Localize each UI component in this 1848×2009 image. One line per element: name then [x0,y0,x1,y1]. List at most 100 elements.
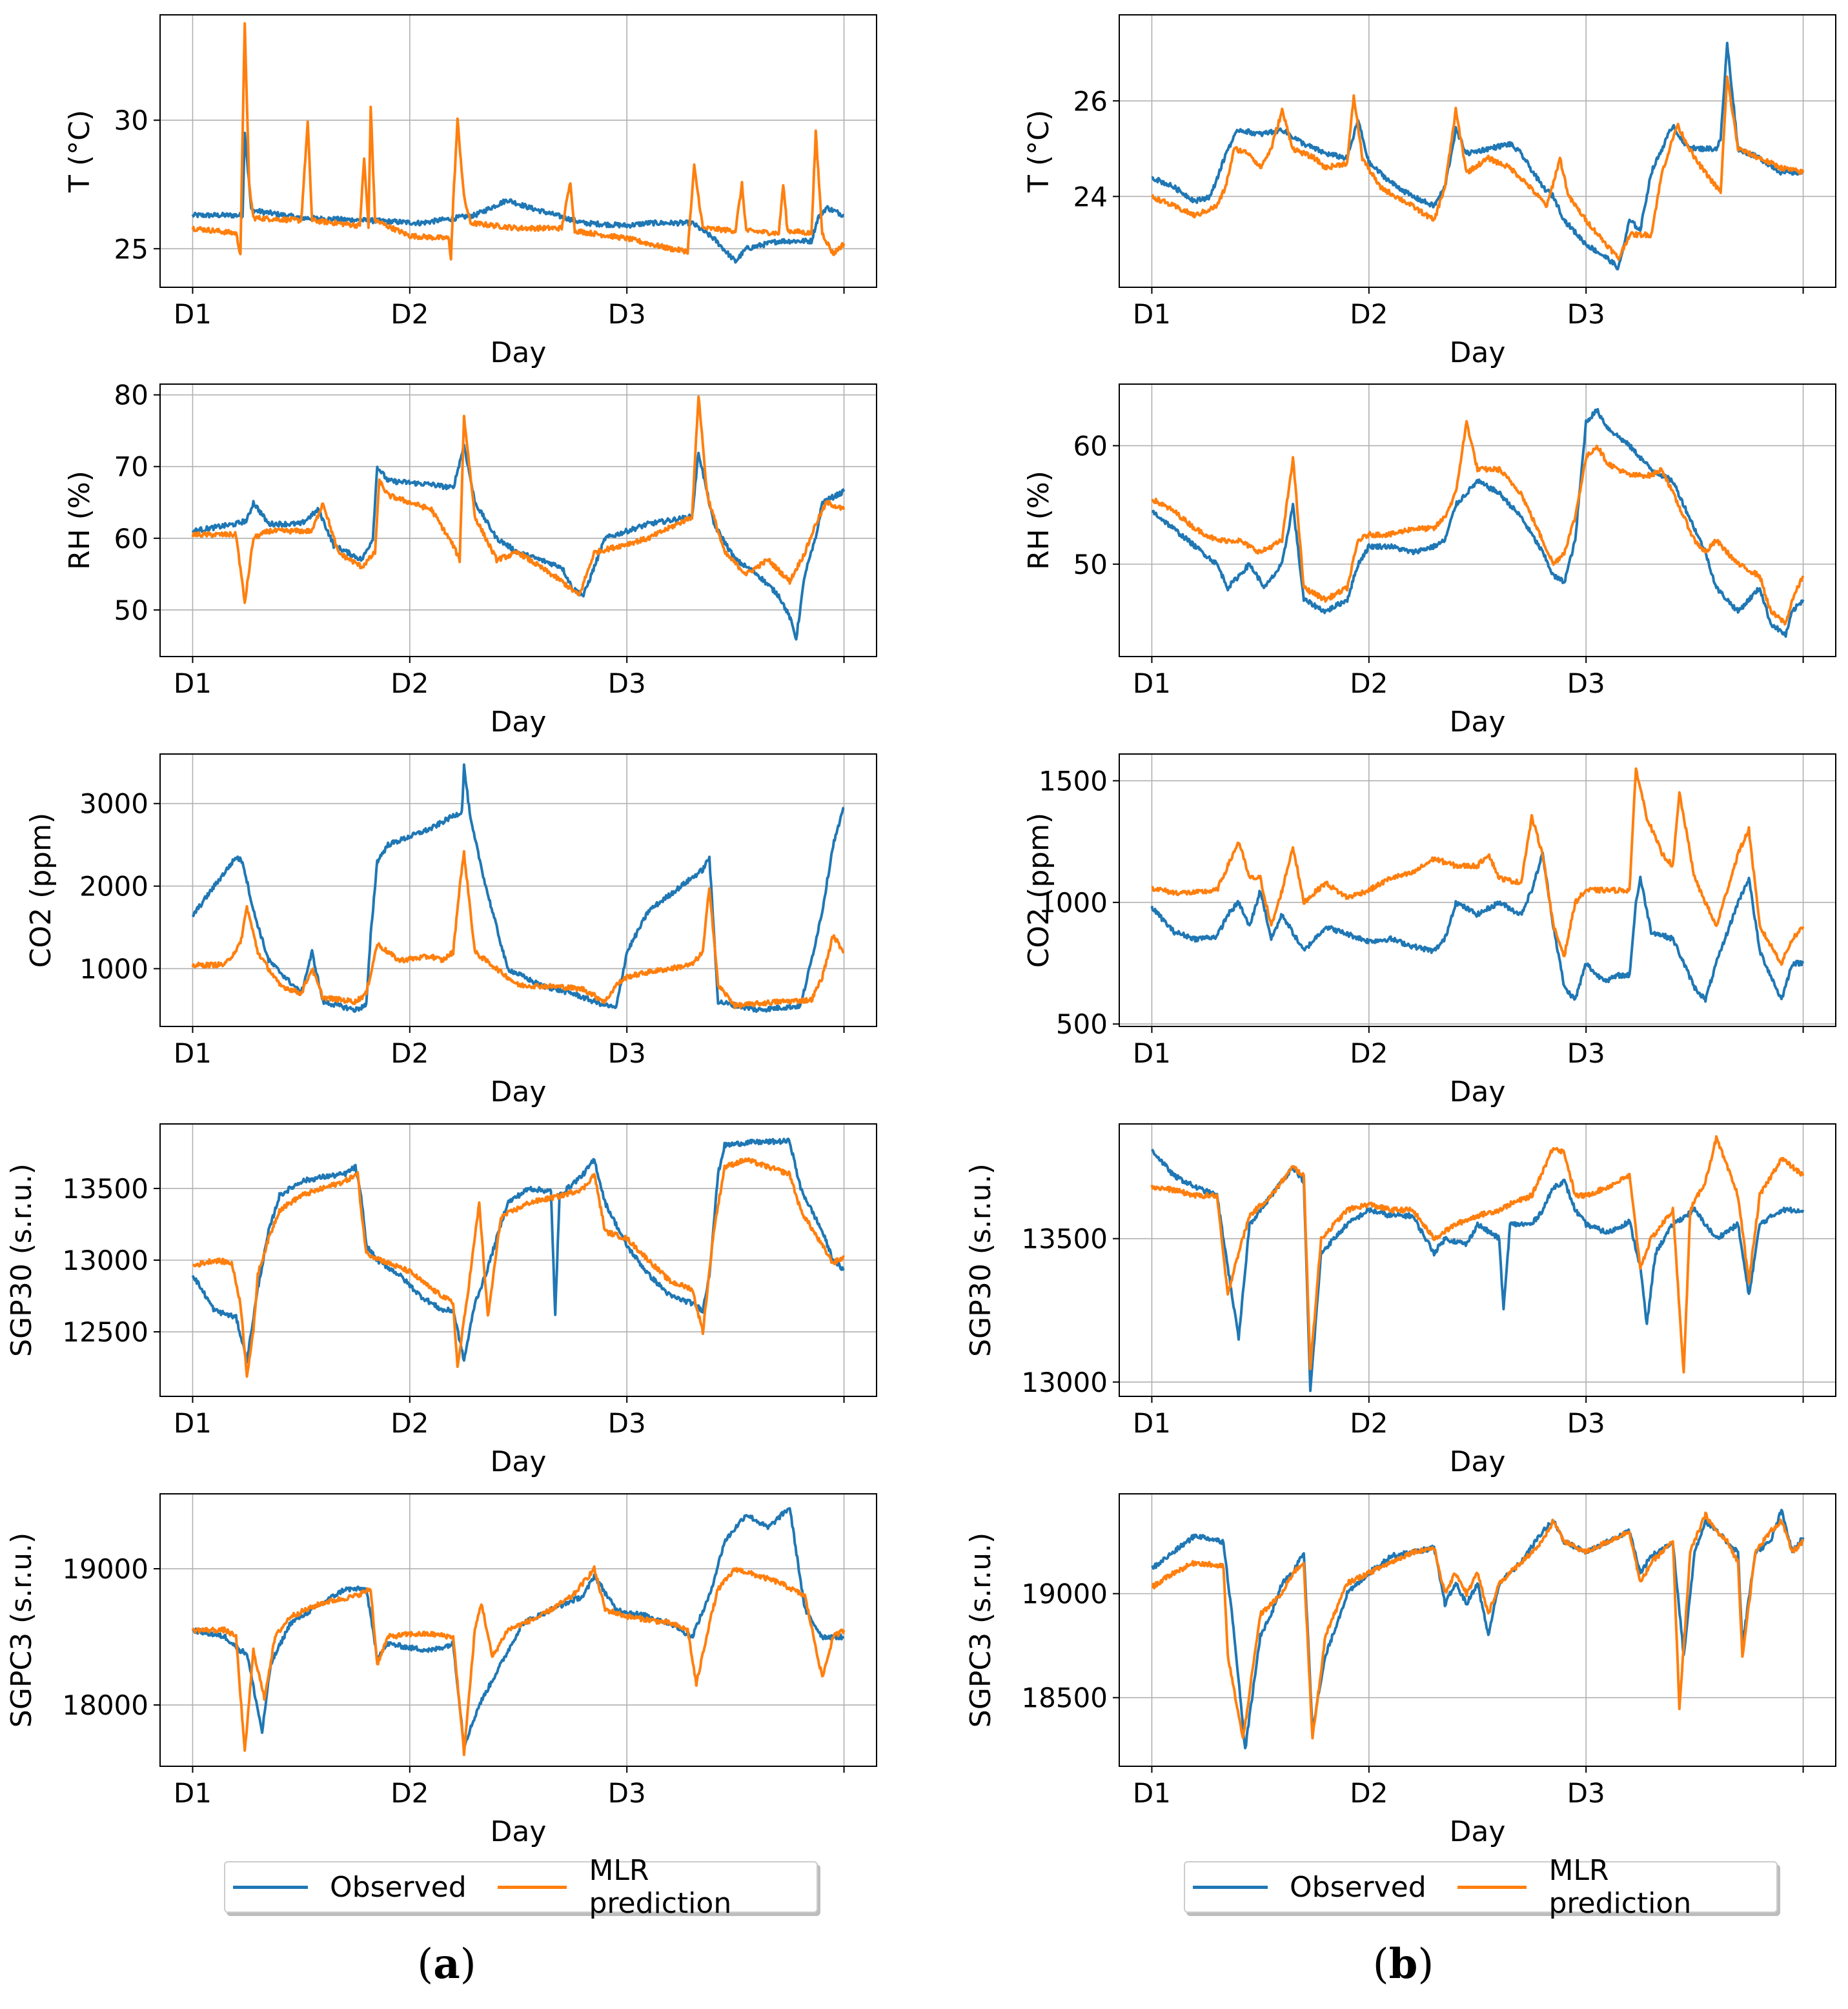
x-tick-label: D2 [1350,1777,1388,1809]
series-observed-line [191,131,845,264]
y-axis-label: SGPC3 (s.r.u.) [5,1533,38,1728]
panel-label-open: ( [1372,1941,1389,1988]
y-tick-label: 26 [1073,85,1108,117]
y-axis-label: RH (%) [63,471,96,570]
series-prediction-line [1151,75,1805,261]
x-axis-label: Day [491,1076,547,1108]
y-tick-label: 13000 [62,1245,148,1276]
series-observed-line [1151,407,1805,638]
x-tick-label: D1 [1133,1777,1171,1809]
panel-label-letter: a [433,1940,460,1988]
y-tick-label: 19000 [1021,1578,1108,1610]
panel-label-letter: b [1388,1940,1418,1988]
plot-frame [1119,14,1836,288]
y-tick-label: 500 [1056,1008,1108,1040]
series-observed-line [191,763,845,1014]
x-axis-label: Day [491,1445,547,1478]
plot-frame [1119,1123,1836,1397]
y-tick-label: 70 [114,451,148,483]
y-tick-label: 50 [1073,549,1108,580]
y-axis-label: SGP30 (s.r.u.) [5,1163,38,1357]
legend-label-prediction: MLR prediction [589,1854,732,1920]
legend-a: Observed MLR prediction [224,1854,818,1920]
chart-b-T: D1 D2 D3 24 26 Day T (°C) [1022,14,1836,369]
y-axis-label: SGP30 (s.r.u.) [964,1163,997,1357]
x-axis-label: Day [1450,1076,1506,1108]
y-tick-label: 3000 [79,788,148,820]
chart-b-SGP30: D1 D2 D3 13000 13500 Day SGP30 (s.r.u.) [964,1123,1836,1478]
plot-frame [159,753,877,1027]
y-tick-label: 19000 [62,1553,148,1585]
series-prediction-line [1151,767,1805,966]
y-tick-label: 1000 [1039,887,1108,919]
series-observed-line [191,1507,845,1748]
x-axis-label: Day [1450,1445,1506,1478]
legend-label-prediction: MLR prediction [1548,1854,1692,1920]
y-tick-label: 13500 [62,1173,148,1205]
panel-label-open: ( [417,1941,434,1988]
y-axis-label: CO2 (ppm) [25,813,57,968]
plot-frame [1119,753,1836,1027]
legend-b: Observed MLR prediction [1184,1854,1778,1920]
plot-frame [159,383,877,657]
chart-b-RH: D1 D2 D3 50 60 Day RH (%) [1022,383,1836,739]
y-tick-label: 1000 [79,953,148,984]
y-tick-label: 50 [114,595,148,626]
legend-item-prediction: MLR prediction [1457,1854,1745,1920]
series-observed-line [1151,1148,1805,1392]
series-prediction-line [192,1157,845,1378]
panel-label-close: ) [460,1941,476,1988]
series-prediction-line [1150,1135,1805,1374]
y-tick-label: 25 [114,233,148,265]
x-tick-label: D1 [1133,1407,1171,1439]
y-tick-label: 30 [114,105,148,136]
y-axis-label: RH (%) [1022,471,1055,570]
panel-label-close: ) [1417,1941,1434,1988]
y-tick-label: 1500 [1039,765,1108,797]
y-tick-label: 18500 [1021,1682,1108,1714]
x-tick-label: D1 [174,1037,212,1069]
series-observed-line [1151,1509,1805,1749]
chart-a-SGPC3: D1 D2 D3 18000 19000 Day SGPC3 (s.r.u.) [5,1493,877,1848]
y-tick-label: 60 [1073,430,1108,462]
x-tick-label: D1 [1133,668,1171,699]
y-tick-label: 18000 [62,1689,148,1721]
legend-label-observed: Observed [1290,1870,1427,1904]
x-tick-label: D3 [608,298,646,330]
series-prediction-line [191,22,846,261]
plot-frame [159,1493,877,1767]
x-tick-label: D3 [1567,668,1605,699]
legend-item-observed: Observed [233,1871,467,1904]
y-tick-label: 12500 [62,1316,148,1348]
series-observed-line [1151,41,1805,270]
x-tick-label: D3 [1567,1407,1605,1439]
y-tick-label: 60 [114,523,148,555]
x-tick-label: D2 [391,298,429,330]
x-axis-label: Day [1450,1815,1506,1848]
series-observed-line [1150,851,1805,1003]
x-tick-label: D1 [174,1777,212,1809]
x-tick-label: D2 [391,1407,429,1439]
x-tick-label: D1 [174,298,212,330]
y-tick-label: 2000 [79,871,148,903]
series-prediction-line [191,395,846,604]
x-tick-label: D3 [1567,1777,1605,1809]
x-tick-label: D3 [608,1037,646,1069]
legend-item-prediction: MLR prediction [497,1854,786,1920]
y-tick-label: 13500 [1021,1223,1108,1255]
x-tick-label: D2 [391,1777,429,1809]
x-tick-label: D1 [174,668,212,699]
x-axis-label: Day [491,336,547,369]
x-tick-label: D1 [1133,1037,1171,1069]
y-axis-label: T (°C) [63,110,96,193]
x-axis-label: Day [491,706,547,739]
x-tick-label: D1 [1133,298,1171,330]
x-axis-label: Day [1450,336,1506,369]
chart-b-SGPC3: D1 D2 D3 18500 19000 Day SGPC3 (s.r.u.) [964,1493,1836,1848]
chart-b-CO2: D1 D2 D3 500 1000 1500 Day CO2 (ppm) [1022,753,1836,1108]
x-axis-label: Day [491,1815,547,1848]
x-tick-label: D3 [1567,298,1605,330]
x-axis-label: Day [1450,706,1506,739]
x-tick-label: D2 [1350,668,1388,699]
x-tick-label: D2 [1350,1407,1388,1439]
